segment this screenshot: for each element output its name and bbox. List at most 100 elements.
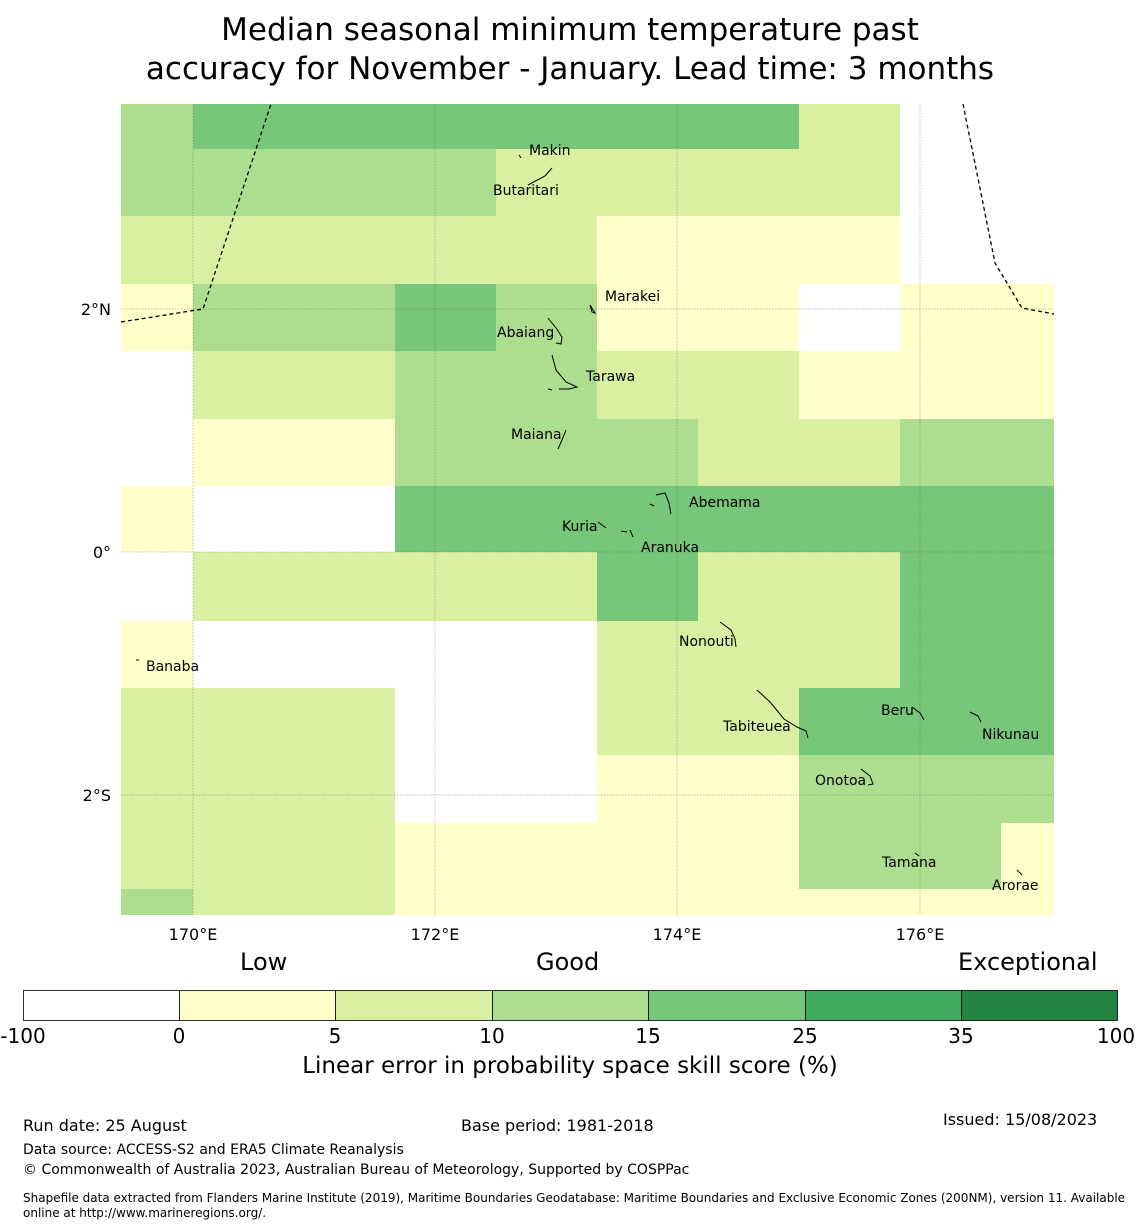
- skill-cell: [698, 419, 799, 486]
- skill-cell: [900, 284, 1001, 351]
- skill-cell: [496, 552, 597, 621]
- shapefile-credit-line-2: online at http://www.marineregions.org/.: [23, 1206, 267, 1220]
- skill-cell: [294, 755, 395, 823]
- island-labels: Makin Butaritari Marakei Abaiang Tarawa …: [146, 143, 1039, 894]
- skill-cell: [395, 216, 496, 284]
- island-label-butaritari: Butaritari: [493, 183, 559, 199]
- skill-cell: [496, 755, 597, 823]
- colorbar-segment: [648, 990, 806, 1021]
- graticule: [121, 104, 1054, 915]
- colorbar-segment: [492, 990, 649, 1021]
- skill-cell: [395, 688, 496, 755]
- skill-cell: [1001, 149, 1054, 216]
- island-label-nonouti: Nonouti: [679, 634, 734, 650]
- lon-tick-170e: 170°E: [169, 925, 218, 944]
- colorbar-tick: 100: [1096, 1024, 1136, 1048]
- skill-cell: [597, 104, 698, 149]
- island-label-kuria: Kuria: [562, 519, 598, 535]
- skill-cell: [799, 104, 900, 149]
- skill-cell: [121, 216, 193, 284]
- island-outlines: [136, 154, 1023, 876]
- island-label-abemama: Abemama: [689, 495, 761, 511]
- skill-map: Makin Butaritari Marakei Abaiang Tarawa …: [81, 103, 1055, 944]
- skill-cell: [597, 823, 698, 889]
- colorbar-tick: 35: [948, 1024, 974, 1048]
- skill-cell: [597, 889, 698, 915]
- skill-cell: [193, 149, 294, 216]
- skill-cell: [193, 419, 294, 486]
- skill-cell: [121, 419, 193, 486]
- island-label-marakei: Marakei: [605, 289, 660, 305]
- skill-cell: [121, 688, 193, 755]
- skill-cell: [496, 104, 597, 149]
- skill-cell: [900, 823, 1001, 889]
- skill-cell: [597, 621, 698, 688]
- skill-cell: [294, 149, 395, 216]
- skill-cell: [496, 486, 597, 552]
- skill-cell: [900, 621, 1001, 688]
- skill-cell: [597, 419, 698, 486]
- skill-cell: [294, 621, 395, 688]
- skill-cell: [496, 149, 597, 216]
- skill-cell: [698, 889, 799, 915]
- lat-tick-0: 0°: [93, 543, 111, 562]
- colorbar-word-low: Low: [240, 948, 288, 976]
- colorbar: [23, 990, 1118, 1021]
- skill-cell: [193, 552, 294, 621]
- skill-cell: [294, 104, 395, 149]
- skill-cell: [1001, 216, 1054, 284]
- skill-cell: [294, 688, 395, 755]
- data-source: Data source: ACCESS-S2 and ERA5 Climate …: [23, 1142, 404, 1158]
- lat-tick-2n: 2°N: [81, 300, 111, 319]
- island-label-onotoa: Onotoa: [815, 773, 866, 789]
- skill-cell: [597, 688, 698, 755]
- skill-cell: [900, 552, 1001, 621]
- skill-cell: [395, 104, 496, 149]
- skill-cell: [496, 823, 597, 889]
- skill-cell: [395, 823, 496, 889]
- colorbar-tick: 0: [172, 1024, 186, 1048]
- skill-cell: [698, 755, 799, 823]
- skill-cell: [698, 552, 799, 621]
- skill-cell: [597, 552, 698, 621]
- eez-boundary: [120, 103, 1055, 323]
- island-label-abaiang: Abaiang: [497, 325, 554, 341]
- lon-tick-172e: 172°E: [411, 925, 460, 944]
- island-label-aranuka: Aranuka: [641, 540, 699, 556]
- skill-cell: [799, 621, 900, 688]
- skill-cell: [900, 104, 1001, 149]
- skill-cell: [900, 889, 1001, 915]
- skill-cell: [121, 351, 193, 419]
- base-period: Base period: 1981-2018: [461, 1116, 654, 1135]
- skill-cell: [698, 216, 799, 284]
- skill-cell: [121, 104, 193, 149]
- skill-cell: [597, 149, 698, 216]
- colorbar-segment: [23, 990, 180, 1021]
- skill-cell: [799, 351, 900, 419]
- skill-cell: [395, 419, 496, 486]
- skill-cell: [597, 216, 698, 284]
- colorbar-tick: -100: [0, 1024, 46, 1048]
- skill-cell: [294, 284, 395, 351]
- skill-cell: [395, 621, 496, 688]
- island-label-tarawa: Tarawa: [585, 369, 635, 385]
- skill-cell: [597, 351, 698, 419]
- island-label-makin: Makin: [529, 143, 571, 159]
- skill-cell: [1001, 889, 1054, 915]
- skill-cell: [900, 351, 1001, 419]
- skill-cell: [900, 419, 1001, 486]
- skill-cell: [799, 216, 900, 284]
- colorbar-word-good: Good: [536, 948, 600, 976]
- skill-cell: [799, 149, 900, 216]
- chart-title-line-2: accuracy for November - January. Lead ti…: [145, 51, 995, 87]
- skill-cell: [395, 351, 496, 419]
- skill-cell: [1001, 284, 1054, 351]
- skill-cell: [193, 823, 294, 889]
- skill-cell: [294, 419, 395, 486]
- skill-cell: [597, 755, 698, 823]
- skill-cell: [294, 823, 395, 889]
- colorbar-word-exceptional: Exceptional: [958, 948, 1098, 976]
- skill-cell: [698, 688, 799, 755]
- skill-cell: [1001, 823, 1054, 889]
- lon-tick-176e: 176°E: [896, 925, 945, 944]
